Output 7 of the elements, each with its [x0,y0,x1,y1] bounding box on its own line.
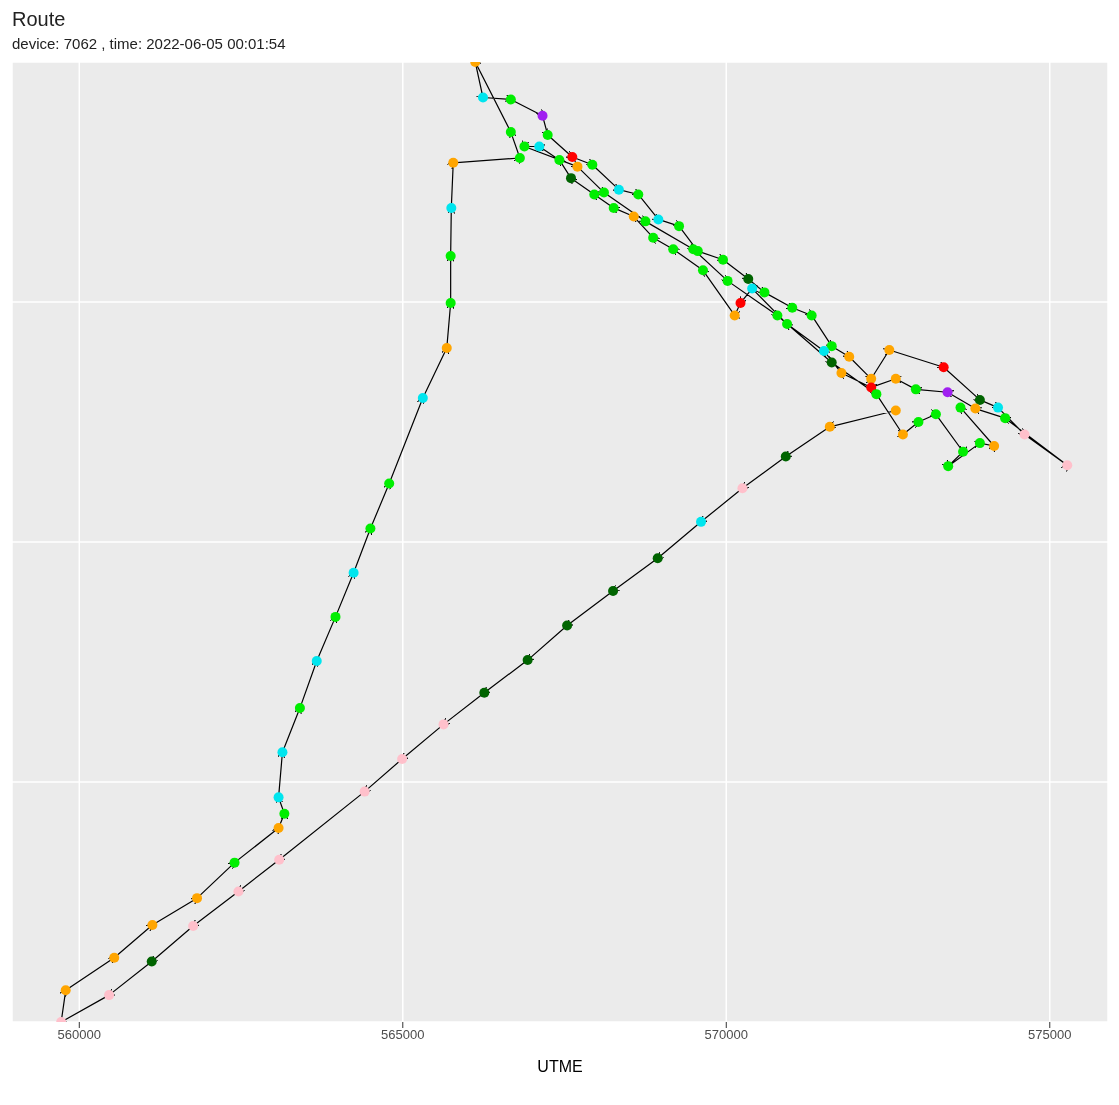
x-tick-label: 570000 [704,1027,748,1043]
x-tick-label: 575000 [1028,1027,1072,1043]
x-tick-label: 560000 [57,1027,101,1043]
chart-subtitle: device: 7062 , time: 2022-06-05 00:01:54 [12,35,287,52]
chart-title: Route [12,8,67,31]
x-tick-label: 565000 [381,1027,425,1043]
x-axis-title: UTME [537,1058,583,1075]
